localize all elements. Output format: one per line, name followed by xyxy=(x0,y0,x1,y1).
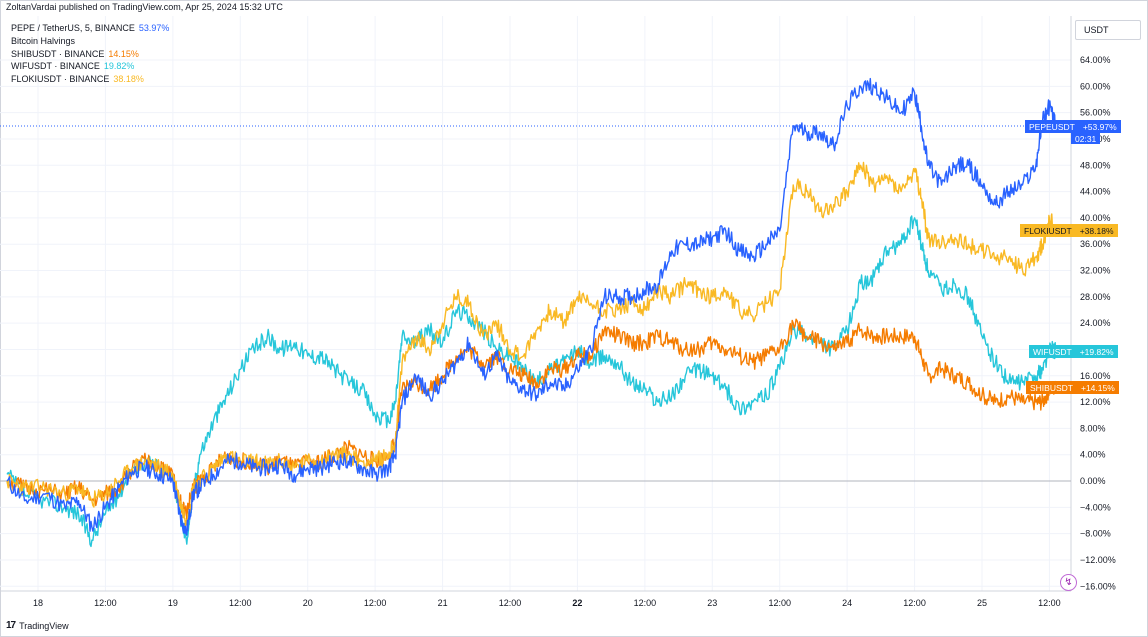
y-tick-label: 12.00% xyxy=(1080,397,1111,407)
footer-brand: TradingView xyxy=(19,620,69,631)
y-tick-label: 24.00% xyxy=(1080,318,1111,328)
legend: PEPE / TetherUS, 5, BINANCE 53.97% Bitcoi… xyxy=(11,22,169,86)
x-tick-label: 19 xyxy=(168,598,178,608)
y-tick-label: 44.00% xyxy=(1080,187,1111,197)
legend-halvings[interactable]: Bitcoin Halvings xyxy=(11,35,169,48)
x-tick-label: 12:00 xyxy=(364,598,387,608)
legend-wif-value: 19.82% xyxy=(103,61,135,72)
x-tick-label: 25 xyxy=(977,598,987,608)
tradingview-logo-icon: 17 xyxy=(6,620,16,631)
currency-button[interactable]: USDT xyxy=(1075,20,1141,40)
x-tick-label: 12:00 xyxy=(903,598,926,608)
price-tag-shib: SHIBUSDT +14.15% xyxy=(1026,381,1119,394)
y-tick-label: 32.00% xyxy=(1080,266,1111,276)
legend-halvings-label: Bitcoin Halvings xyxy=(11,35,76,46)
x-tick-label: 21 xyxy=(438,598,448,608)
legend-wif[interactable]: WIFUSDT · BINANCE 19.82% xyxy=(11,60,169,73)
price-tag-pepe: PEPEUSDT +53.97% xyxy=(1025,120,1121,133)
series-layer xyxy=(6,77,1057,548)
price-tag-wif: WIFUSDT +19.82% xyxy=(1029,345,1118,358)
y-tick-label: 4.00% xyxy=(1080,450,1106,460)
y-tick-label: −12.00% xyxy=(1080,555,1116,565)
footer-logo[interactable]: 17 TradingView xyxy=(6,620,69,631)
y-tick-label: 40.00% xyxy=(1080,213,1111,223)
x-tick-label: 24 xyxy=(842,598,852,608)
price-tag-pepe-pct: +53.97% xyxy=(1078,120,1121,133)
legend-floki-value: 38.18% xyxy=(113,74,144,85)
price-tag-floki: FLOKIUSDT +38.18% xyxy=(1020,224,1118,237)
legend-main[interactable]: PEPE / TetherUS, 5, BINANCE 53.97% xyxy=(11,22,169,35)
y-tick-label: 60.00% xyxy=(1080,81,1111,91)
y-tick-label: 36.00% xyxy=(1080,239,1111,249)
series-line-pepeusdt xyxy=(6,77,1057,536)
y-tick-label: 16.00% xyxy=(1080,371,1111,381)
x-axis: 18 12:00 19 12:00 20 12:00 21 12:00 22 12:00 23 12:… xyxy=(33,598,1061,608)
y-tick-label: 28.00% xyxy=(1080,292,1111,302)
legend-shib-value: 14.15% xyxy=(108,48,139,59)
price-tag-shib-name: SHIBUSDT xyxy=(1026,381,1077,394)
y-tick-label: −8.00% xyxy=(1080,529,1111,539)
series-line-flokiusdt xyxy=(6,161,1057,527)
x-tick-label: 22 xyxy=(572,598,582,608)
x-tick-label: 18 xyxy=(33,598,43,608)
x-tick-label: 12:00 xyxy=(229,598,252,608)
y-tick-label: 8.00% xyxy=(1080,423,1106,433)
price-tag-shib-pct: +14.15% xyxy=(1076,381,1119,394)
y-tick-label: 0.00% xyxy=(1080,476,1106,486)
publish-line: ZoltanVardai published on TradingView.co… xyxy=(6,2,283,12)
price-tag-wif-name: WIFUSDT xyxy=(1029,345,1076,358)
y-tick-label: −4.00% xyxy=(1080,502,1111,512)
x-tick-label: 12:00 xyxy=(1038,598,1061,608)
price-tag-pepe-name: PEPEUSDT xyxy=(1025,120,1079,133)
x-tick-label: 12:00 xyxy=(94,598,117,608)
legend-shib[interactable]: SHIBUSDT · BINANCE 14.15% xyxy=(11,48,169,61)
price-tag-floki-pct: +38.18% xyxy=(1075,224,1118,237)
halving-marker-icon[interactable]: ↯ xyxy=(1060,574,1077,591)
legend-floki-label: FLOKIUSDT · BINANCE xyxy=(11,74,110,85)
x-tick-label: 23 xyxy=(707,598,717,608)
price-tag-wif-pct: +19.82% xyxy=(1075,345,1118,358)
x-tick-label: 20 xyxy=(303,598,313,608)
y-tick-label: 64.00% xyxy=(1080,55,1111,65)
y-tick-label: 56.00% xyxy=(1080,108,1111,118)
x-tick-label: 12:00 xyxy=(634,598,657,608)
legend-main-value: 53.97% xyxy=(138,23,170,33)
legend-shib-label: SHIBUSDT · BINANCE xyxy=(11,48,105,59)
x-tick-label: 12:00 xyxy=(499,598,522,608)
legend-main-label: PEPE / TetherUS, 5, BINANCE xyxy=(11,23,135,33)
y-tick-label: 48.00% xyxy=(1080,160,1111,170)
bar-countdown: 02:31 xyxy=(1071,133,1101,144)
x-tick-label: 12:00 xyxy=(768,598,791,608)
legend-floki[interactable]: FLOKIUSDT · BINANCE 38.18% xyxy=(11,73,169,86)
legend-wif-label: WIFUSDT · BINANCE xyxy=(11,61,100,72)
y-tick-label: −16.00% xyxy=(1080,581,1116,591)
price-tag-floki-name: FLOKIUSDT xyxy=(1020,224,1076,237)
